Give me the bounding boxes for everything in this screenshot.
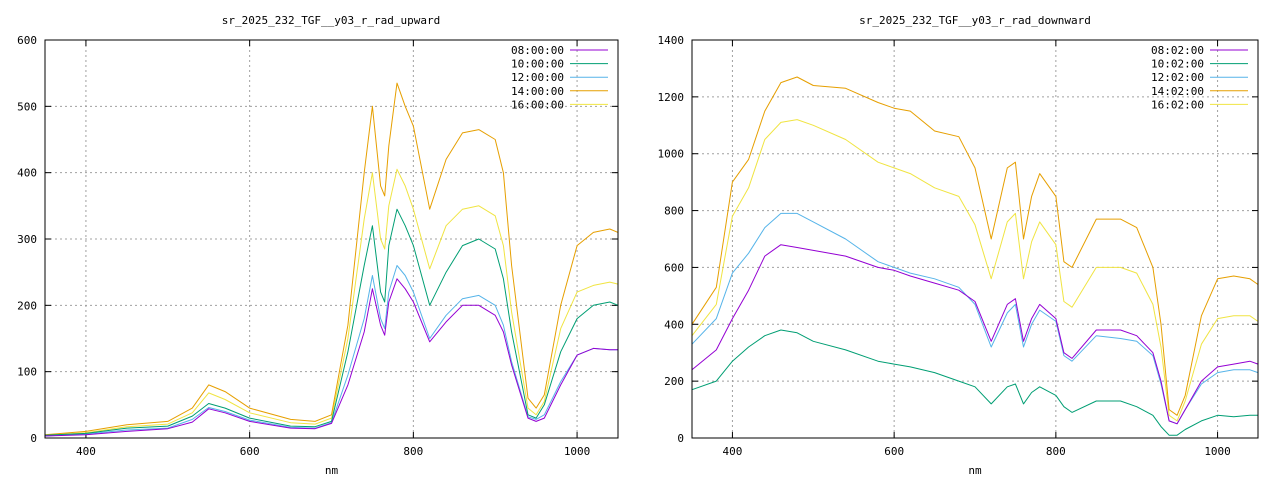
y-tick-label: 0 (30, 432, 37, 445)
chart-title: sr_2025_232_TGF__y03_r_rad_downward (859, 14, 1091, 27)
x-tick-label: 800 (403, 445, 423, 458)
downward-radiance-chart: sr_2025_232_TGF__y03_r_rad_downward 0 200 4… (658, 14, 1259, 477)
series-line-08-02-00 (691, 244, 1259, 425)
x-tick-label: 600 (884, 445, 904, 458)
y-tick-label: 1200 (658, 91, 685, 104)
y-tick-label: 0 (677, 432, 684, 445)
legend-label: 08:00:00 (511, 44, 564, 57)
series-line-10-00-00 (44, 208, 619, 436)
series-line-12-02-00 (691, 212, 1259, 425)
series-line-16-00-00 (44, 168, 619, 436)
legend-label: 08:02:00 (1151, 44, 1204, 57)
y-tick-label: 600 (664, 261, 684, 274)
x-axis-label: nm (325, 464, 339, 477)
upward-radiance-chart: sr_2025_232_TGF__y03_r_rad_upward 0 100 200… (17, 14, 619, 477)
x-tick-label: 400 (76, 445, 96, 458)
legend-label: 14:02:00 (1151, 85, 1204, 98)
x-axis-label: nm (968, 464, 982, 477)
legend-label: 16:02:00 (1151, 98, 1204, 111)
y-tick-label: 500 (17, 100, 37, 113)
x-tick-label: 800 (1046, 445, 1066, 458)
y-tick-label: 100 (17, 366, 37, 379)
y-tick-label: 400 (17, 167, 37, 180)
x-tick-label: 400 (722, 445, 742, 458)
y-tick-label: 600 (17, 34, 37, 47)
y-tick-label: 400 (664, 318, 684, 331)
y-tick-label: 300 (17, 233, 37, 246)
plot-frame (691, 39, 1259, 439)
series-line-14-02-00 (691, 76, 1259, 416)
x-tick-label: 1000 (564, 445, 591, 458)
series-line-12-00-00 (44, 265, 618, 437)
legend-label: 14:00:00 (511, 85, 564, 98)
x-tick-label: 600 (240, 445, 260, 458)
legend-label: 12:00:00 (511, 71, 564, 84)
series-line-14-00-00 (44, 82, 619, 436)
legend-label: 12:02:00 (1151, 71, 1204, 84)
y-tick-label: 1400 (658, 34, 685, 47)
series-line-10-02-00 (691, 329, 1258, 436)
chart-title: sr_2025_232_TGF__y03_r_rad_upward (222, 14, 441, 27)
series-line-08-00-00 (44, 278, 618, 437)
y-tick-label: 800 (664, 205, 684, 218)
y-tick-label: 200 (664, 375, 684, 388)
y-tick-label: 200 (17, 299, 37, 312)
x-tick-label: 1000 (1204, 445, 1231, 458)
legend-label: 16:00:00 (511, 98, 564, 111)
series-line-16-02-00 (691, 119, 1259, 422)
plot-frame (44, 39, 619, 439)
y-tick-label: 1000 (658, 148, 685, 161)
legend-label: 10:02:00 (1151, 58, 1204, 71)
legend-label: 10:00:00 (511, 58, 564, 71)
